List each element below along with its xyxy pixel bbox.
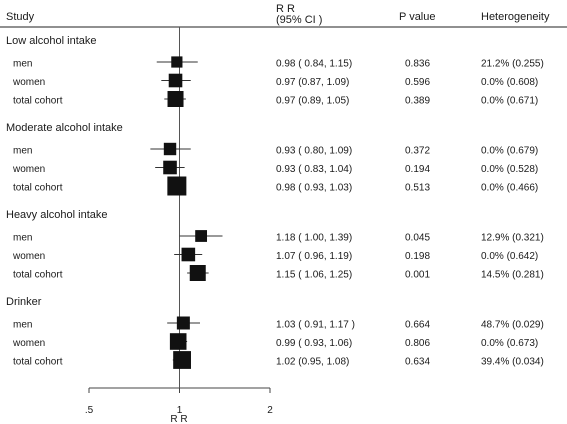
rr-ci-value: 0.99 ( 0.93, 1.06) [276,338,352,349]
rr-marker [181,247,196,262]
row-label: total cohort [13,183,63,194]
rr-marker [195,230,208,242]
heterogeneity-value: 0.0% (0.679) [481,146,538,157]
group-heading: Heavy alcohol intake [6,209,108,221]
rr-ci-value: 1.02 (0.95, 1.08) [276,357,349,368]
row-label: total cohort [13,357,63,368]
rr-marker [169,333,187,350]
row-label: women [12,164,45,175]
header-study: Study [6,11,35,23]
header-rr: R R [276,3,295,15]
rr-marker [171,56,183,68]
header-pvalue: P value [399,11,436,23]
heterogeneity-value: 0.0% (0.673) [481,338,538,349]
row-label: men [13,233,32,244]
heterogeneity-value: 14.5% (0.281) [481,270,544,281]
rr-ci-value: 0.97 (0.87, 1.09) [276,77,349,88]
row-label: men [13,146,32,157]
heterogeneity-value: 0.0% (0.671) [481,96,538,107]
p-value: 0.596 [405,77,430,88]
group-heading: Moderate alcohol intake [6,122,123,134]
row-label: men [13,59,32,70]
row-label: women [12,338,45,349]
heterogeneity-value: 39.4% (0.034) [481,357,544,368]
rr-marker [163,142,177,156]
header-rr-ci: (95% CI ) [276,14,322,26]
heterogeneity-value: 12.9% (0.321) [481,233,544,244]
rr-marker [163,160,177,175]
heterogeneity-value: 48.7% (0.029) [481,320,544,331]
rr-ci-value: 0.93 ( 0.83, 1.04) [276,164,352,175]
rr-ci-value: 0.98 ( 0.84, 1.15) [276,59,352,70]
x-tick-label: 2 [267,405,273,416]
row-label: total cohort [13,96,63,107]
heterogeneity-value: 0.0% (0.642) [481,251,538,262]
rr-marker [167,176,187,196]
rr-marker [189,265,206,281]
forest-rows: Low alcohol intake men 0.98 ( 0.84, 1.15) 0… [6,35,544,369]
rr-ci-value: 1.07 ( 0.96, 1.19) [276,251,352,262]
group-heading: Drinker [6,296,42,308]
p-value: 0.194 [405,164,430,175]
rr-ci-value: 1.18 ( 1.00, 1.39) [276,233,352,244]
rr-ci-value: 0.93 ( 0.80, 1.09) [276,146,352,157]
rr-ci-value: 1.15 ( 1.06, 1.25) [276,270,352,281]
rr-marker [168,73,183,88]
heterogeneity-value: 0.0% (0.608) [481,77,538,88]
p-value: 0.513 [405,183,430,194]
p-value: 0.389 [405,96,430,107]
x-axis-label: R R [170,414,187,424]
p-value: 0.836 [405,59,430,70]
rr-marker [173,351,191,369]
rr-marker [167,91,184,107]
heterogeneity-value: 21.2% (0.255) [481,59,544,70]
p-value: 0.634 [405,357,430,368]
p-value: 0.664 [405,320,430,331]
rr-ci-value: 0.98 ( 0.93, 1.03) [276,183,352,194]
heterogeneity-value: 0.0% (0.466) [481,183,538,194]
p-value: 0.045 [405,233,430,244]
x-tick-label: 1 [177,405,183,416]
heterogeneity-value: 0.0% (0.528) [481,164,538,175]
rr-marker [176,316,190,330]
row-label: total cohort [13,270,63,281]
row-label: men [13,320,32,331]
x-axis-ticks: .5 1 2 [85,388,273,416]
header-heterogeneity: Heterogeneity [481,11,550,23]
p-value: 0.372 [405,146,430,157]
p-value: 0.001 [405,270,430,281]
row-label: women [12,77,45,88]
rr-ci-value: 0.97 (0.89, 1.05) [276,96,349,107]
rr-ci-value: 1.03 ( 0.91, 1.17 ) [276,320,355,331]
x-tick-label: .5 [85,405,94,416]
p-value: 0.806 [405,338,430,349]
group-heading: Low alcohol intake [6,35,97,47]
p-value: 0.198 [405,251,430,262]
row-label: women [12,251,45,262]
